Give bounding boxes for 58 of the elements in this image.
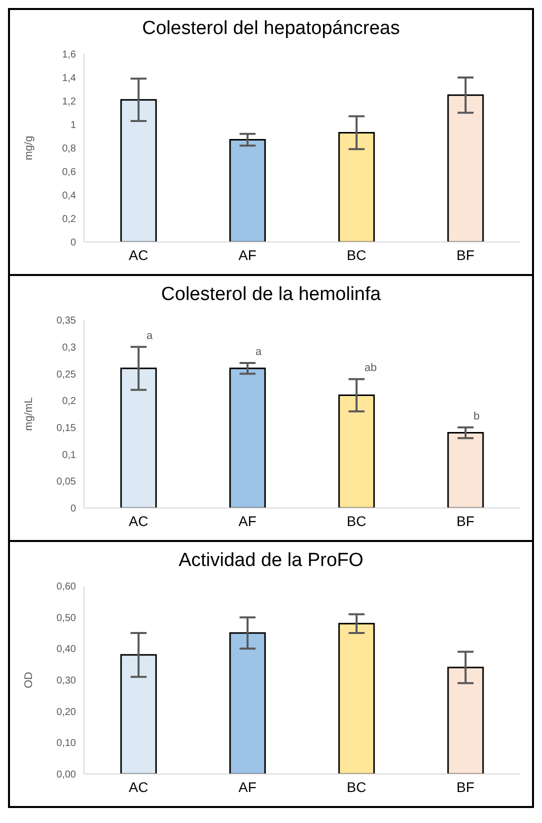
y-axis-title: mg/mL (22, 397, 35, 431)
y-axis-title: mg/g (22, 136, 35, 160)
y-tick-label: 0,15 (56, 422, 76, 434)
y-tick-label: 0,50 (56, 612, 76, 624)
x-tick-label: BC (346, 778, 366, 795)
y-tick-label: 0,2 (62, 396, 76, 408)
bar (447, 94, 484, 242)
x-tick-label: AF (238, 512, 256, 529)
annotation: a (256, 346, 262, 358)
y-tick-label: 0,2 (62, 214, 76, 226)
bar (120, 368, 157, 508)
y-tick-label: 1,4 (62, 73, 76, 84)
y-tick-label: 0,30 (56, 676, 76, 687)
bar (229, 139, 266, 242)
x-tick-label: BF (456, 246, 474, 263)
y-tick-label: 0,10 (56, 738, 76, 750)
chart-title: Colesterol del hepatopáncreas (141, 17, 401, 41)
y-tick-label: 0,4 (62, 190, 76, 202)
x-tick-label: BC (346, 246, 366, 263)
bar (447, 432, 484, 508)
x-tick-label: AF (238, 246, 256, 263)
y-tick-label: 0,60 (56, 582, 76, 593)
x-tick-label: BF (456, 512, 474, 529)
annotation: a (146, 330, 154, 342)
chart-title: Actividad de la ProFO (178, 549, 364, 573)
y-tick-label: 0 (70, 504, 76, 515)
x-tick-label: BF (456, 778, 474, 795)
x-tick-label: AC (128, 778, 148, 795)
y-axis-title: OD (22, 672, 35, 688)
chart-title: Colesterol de la hemolinfa (160, 283, 382, 307)
bar (229, 632, 266, 774)
bar (338, 132, 375, 242)
y-tick-label: 0,6 (62, 167, 76, 178)
x-tick-label: BC (346, 512, 366, 529)
bar (120, 99, 157, 242)
y-tick-label: 0,20 (56, 706, 76, 718)
y-tick-label: 1 (70, 120, 76, 132)
y-tick-label: 1,6 (62, 50, 76, 61)
x-tick-label: AC (128, 512, 148, 529)
annotation: ab (364, 362, 377, 374)
y-tick-label: 0,25 (56, 369, 76, 380)
y-tick-label: 0,35 (56, 316, 76, 327)
bar (120, 654, 157, 774)
bar (338, 622, 375, 774)
bar (447, 666, 484, 774)
bar (338, 394, 375, 508)
y-tick-label: 0,3 (62, 342, 76, 354)
y-tick-label: 1,2 (62, 96, 76, 108)
y-tick-label: 0,8 (62, 144, 76, 155)
x-tick-label: AF (238, 778, 256, 795)
y-tick-label: 0,05 (56, 476, 76, 488)
annotation: b (474, 410, 480, 422)
x-tick-label: AC (128, 246, 148, 263)
y-tick-label: 0,40 (56, 644, 76, 656)
y-tick-label: 0 (70, 238, 76, 249)
bar (229, 368, 266, 508)
y-tick-label: 0,00 (56, 770, 76, 781)
y-tick-label: 0,1 (62, 450, 76, 461)
